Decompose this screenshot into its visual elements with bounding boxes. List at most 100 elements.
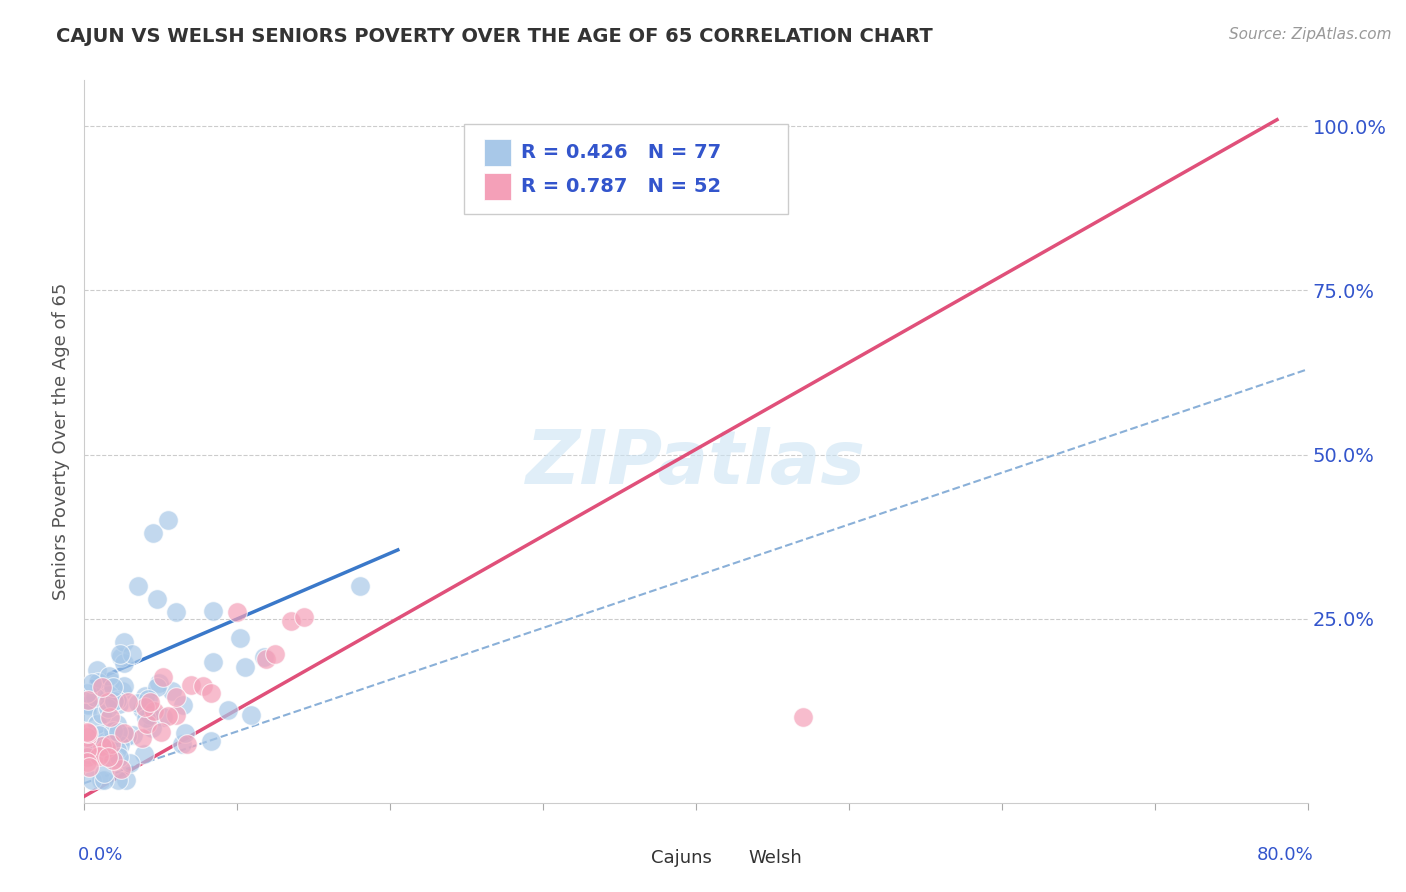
Point [263,647,285,661]
Point [142,526,165,541]
Point [97,750,120,764]
Point [148,675,170,690]
Text: Source: ZipAtlas.com: Source: ZipAtlas.com [1229,27,1392,42]
Text: R = 0.787   N = 52: R = 0.787 N = 52 [522,177,721,196]
FancyBboxPatch shape [484,173,512,200]
Text: 80.0%: 80.0% [1257,847,1313,864]
Point [200,686,222,700]
Point [131,702,153,716]
Point [108,647,131,661]
Point [143,705,166,719]
Point [226,605,249,619]
Point [98,673,121,688]
Point [149,725,172,739]
Point [239,708,262,723]
Point [253,650,276,665]
Point [105,743,128,757]
Point [165,690,187,704]
Point [110,650,132,665]
Point [136,716,159,731]
Text: CAJUN VS WELSH SENIORS POVERTY OVER THE AGE OF 65 CORRELATION CHART: CAJUN VS WELSH SENIORS POVERTY OVER THE … [56,27,934,45]
Point [86,663,108,677]
Point [76,750,98,764]
Point [127,697,149,711]
Point [139,707,162,722]
Point [110,684,132,698]
Point [103,694,125,708]
Point [76,743,98,757]
Point [107,724,129,739]
Point [115,729,138,743]
Point [193,679,215,693]
Point [170,737,193,751]
Point [180,678,202,692]
Point [157,709,180,723]
Text: Cajuns: Cajuns [651,849,711,867]
Point [292,610,315,624]
Point [228,631,250,645]
FancyBboxPatch shape [616,852,644,879]
Point [79,744,101,758]
Point [97,688,120,702]
Point [145,680,167,694]
Point [76,705,98,719]
Point [134,699,156,714]
FancyBboxPatch shape [484,139,512,166]
Point [792,710,814,724]
Point [76,730,98,744]
Point [97,695,120,709]
Point [138,695,160,709]
Point [101,753,124,767]
Point [152,710,174,724]
Text: ZIPatlas: ZIPatlas [526,426,866,500]
Point [90,706,112,721]
Point [160,683,183,698]
Point [121,647,143,661]
Point [90,746,112,760]
Point [112,679,135,693]
Point [82,676,104,690]
Point [112,726,135,740]
FancyBboxPatch shape [464,124,787,214]
Point [86,717,108,731]
Point [93,772,115,787]
Point [87,728,110,742]
Point [131,731,153,746]
Y-axis label: Seniors Poverty Over the Age of 65: Seniors Poverty Over the Age of 65 [52,283,70,600]
Point [91,739,114,754]
Point [112,657,135,671]
Text: 0.0%: 0.0% [79,847,124,864]
Point [76,747,98,761]
Point [127,579,149,593]
Point [107,749,129,764]
Point [77,760,100,774]
Point [110,763,132,777]
Point [349,579,371,593]
Point [165,605,187,619]
Point [146,591,169,606]
Point [105,717,128,731]
Point [141,721,163,735]
Point [174,725,197,739]
Point [89,748,111,763]
Point [77,698,100,713]
Point [112,634,135,648]
Point [157,513,180,527]
FancyBboxPatch shape [714,852,741,879]
Point [233,660,256,674]
Point [93,735,115,749]
Point [117,695,139,709]
Point [176,737,198,751]
Point [90,680,112,694]
Point [118,756,141,770]
Text: R = 0.426   N = 77: R = 0.426 N = 77 [522,143,721,162]
Point [217,703,239,717]
Point [93,766,115,780]
Point [100,710,122,724]
Point [114,772,136,787]
Point [103,752,125,766]
Point [201,604,224,618]
Point [122,728,145,742]
Point [77,726,100,740]
Point [256,651,278,665]
